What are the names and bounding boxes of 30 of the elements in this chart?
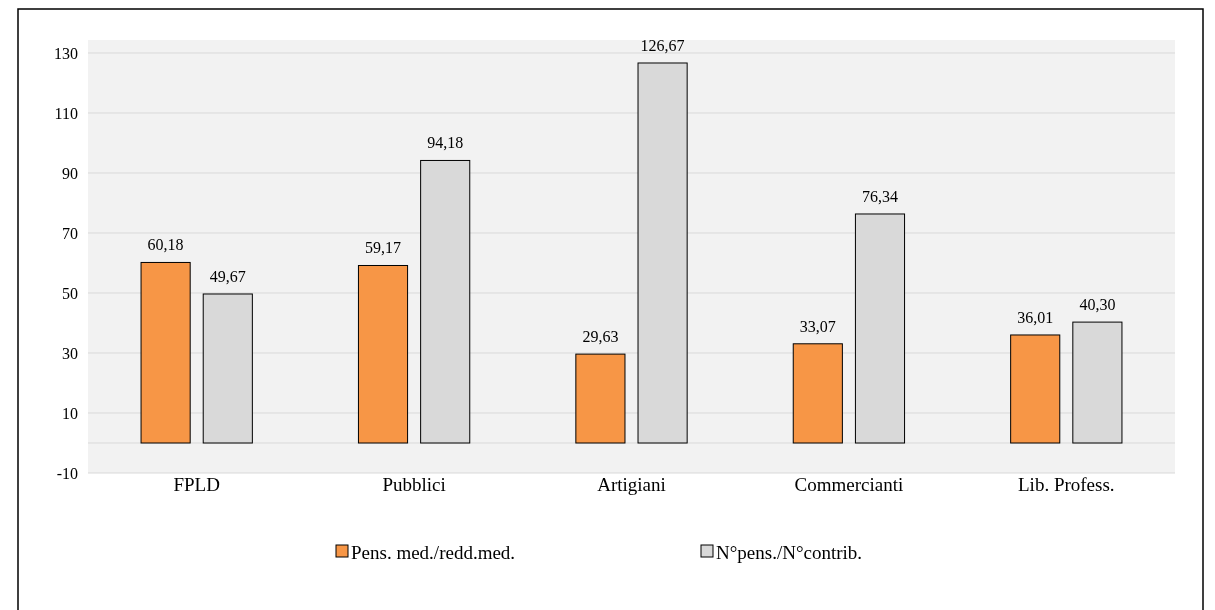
- x-tick-label: Commercianti: [794, 474, 904, 495]
- y-tick-label: 10: [62, 404, 78, 422]
- y-tick-label: 70: [62, 224, 78, 242]
- x-tick-label: Lib. Profess.: [1018, 474, 1115, 495]
- y-tick-label: 90: [62, 164, 78, 182]
- data-label: 94,18: [427, 134, 464, 152]
- data-label: 36,01: [1017, 308, 1054, 326]
- bar: [140, 261, 191, 444]
- data-label: 60,18: [147, 236, 184, 254]
- data-label: 126,67: [640, 36, 685, 54]
- x-tick-label: Artigiani: [597, 474, 666, 495]
- bar: [357, 264, 409, 444]
- x-tick-label: Pubblici: [382, 474, 446, 495]
- data-label: 29,63: [582, 328, 619, 346]
- bar: [575, 353, 626, 444]
- data-label: 40,30: [1079, 296, 1116, 314]
- data-label: 49,67: [209, 267, 246, 285]
- x-tick-label: FPLD: [173, 474, 220, 495]
- y-tick-label: -10: [56, 464, 78, 482]
- data-label: 76,34: [861, 187, 898, 205]
- data-label: 59,17: [365, 239, 402, 257]
- legend-label: N°pens./N°contrib.: [716, 541, 863, 563]
- y-tick-label: 110: [54, 104, 78, 122]
- bar: [1010, 334, 1061, 444]
- y-tick-label: 50: [62, 284, 78, 302]
- data-label: 33,07: [799, 317, 836, 335]
- y-tick-label: 130: [54, 44, 78, 62]
- y-tick-label: 30: [62, 344, 78, 362]
- legend-label: Pens. med./redd.med.: [351, 541, 516, 563]
- bar: [792, 343, 843, 444]
